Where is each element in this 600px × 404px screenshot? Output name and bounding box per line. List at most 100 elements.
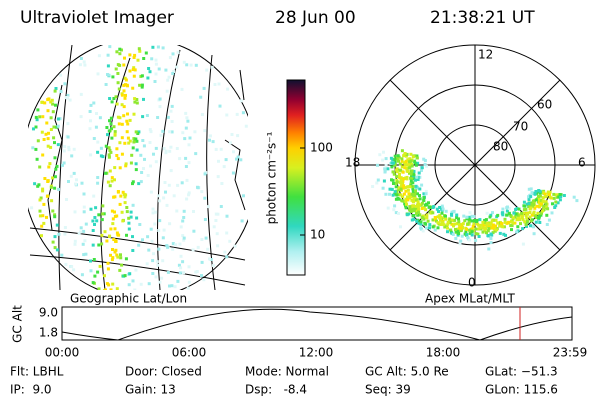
emission-pixel [436,215,440,219]
emission-pixel [446,230,449,234]
emission-pixel [82,192,86,196]
emission-pixel [418,187,422,191]
emission-pixel [500,211,504,215]
emission-pixel [30,206,34,210]
emission-pixel [131,180,135,184]
emission-pixel [63,82,67,86]
emission-pixel [423,162,427,166]
emission-pixel [186,286,190,290]
emission-pixel [552,192,556,196]
emission-pixel [126,122,130,126]
emission-pixel [462,214,466,218]
emission-pixel [112,238,116,241]
emission-pixel [150,239,154,243]
emission-pixel [110,127,113,131]
emission-pixel [161,259,165,263]
emission-pixel [410,192,414,196]
emission-pixel [73,242,77,246]
emission-pixel [441,207,445,211]
emission-pixel [167,75,171,79]
emission-pixel [169,169,173,173]
emission-pixel [466,222,470,226]
emission-pixel [127,216,131,220]
emission-pixel [166,78,170,82]
emission-pixel [456,227,460,231]
emission-pixel [538,221,542,224]
emission-pixel [161,46,165,50]
emission-pixel [450,212,453,216]
emission-pixel [127,283,131,287]
emission-pixel [115,102,119,106]
emission-pixel [41,187,45,191]
emission-pixel [458,242,462,246]
emission-pixel [509,224,513,228]
emission-pixel [486,222,490,226]
emission-pixel [162,228,166,232]
emission-pixel [108,148,112,152]
emission-pixel [502,232,506,236]
emission-pixel [122,83,126,87]
emission-pixel [409,159,413,163]
emission-pixel [420,169,423,172]
emission-pixel [52,125,56,129]
emission-pixel [470,233,474,237]
emission-pixel [408,185,412,189]
emission-pixel [409,209,413,213]
emission-pixel [89,269,93,273]
emission-pixel [240,219,244,223]
emission-pixel [418,194,421,197]
emission-pixel [49,116,53,120]
emission-pixel [528,211,532,214]
emission-pixel [170,130,174,134]
emission-pixel [146,76,150,80]
emission-pixel [80,273,84,277]
emission-pixel [397,188,401,192]
emission-pixel [527,202,531,206]
emission-pixel [413,196,417,200]
emission-pixel [51,110,55,114]
emission-pixel [141,115,145,119]
emission-pixel [123,76,127,80]
emission-pixel [547,218,551,222]
emission-pixel [149,227,153,231]
emission-pixel [407,192,411,196]
emission-pixel [420,166,424,170]
emission-pixel [239,99,243,103]
emission-pixel [416,200,420,204]
emission-pixel [34,115,38,119]
emission-pixel [423,221,427,225]
emission-pixel [131,249,135,252]
emission-pixel [465,215,469,219]
emission-pixel [73,210,77,214]
emission-pixel [492,226,496,229]
emission-pixel [470,230,474,234]
emission-pixel [129,215,133,219]
emission-pixel [157,194,160,198]
emission-pixel [513,221,517,225]
emission-pixel [79,230,83,234]
emission-pixel [400,159,404,163]
emission-pixel [548,190,552,194]
emission-pixel [417,210,421,214]
emission-pixel [506,205,509,209]
emission-pixel [376,178,380,182]
emission-pixel [178,242,182,246]
emission-pixel [376,163,379,167]
emission-pixel [522,211,526,215]
emission-pixel [130,153,134,157]
emission-pixel [122,114,126,118]
emission-pixel [410,169,414,173]
emission-pixel [96,176,100,179]
emission-pixel [420,207,424,210]
emission-pixel [496,213,500,217]
emission-pixel [138,223,142,226]
emission-pixel [110,258,114,262]
emission-pixel [89,153,93,157]
emission-pixel [525,202,529,206]
y-tick-label: 9.0 [39,306,58,320]
emission-pixel [40,234,43,238]
emission-pixel [206,247,210,251]
emission-pixel [554,204,558,208]
emission-pixel [46,180,50,183]
emission-pixel [485,231,488,235]
